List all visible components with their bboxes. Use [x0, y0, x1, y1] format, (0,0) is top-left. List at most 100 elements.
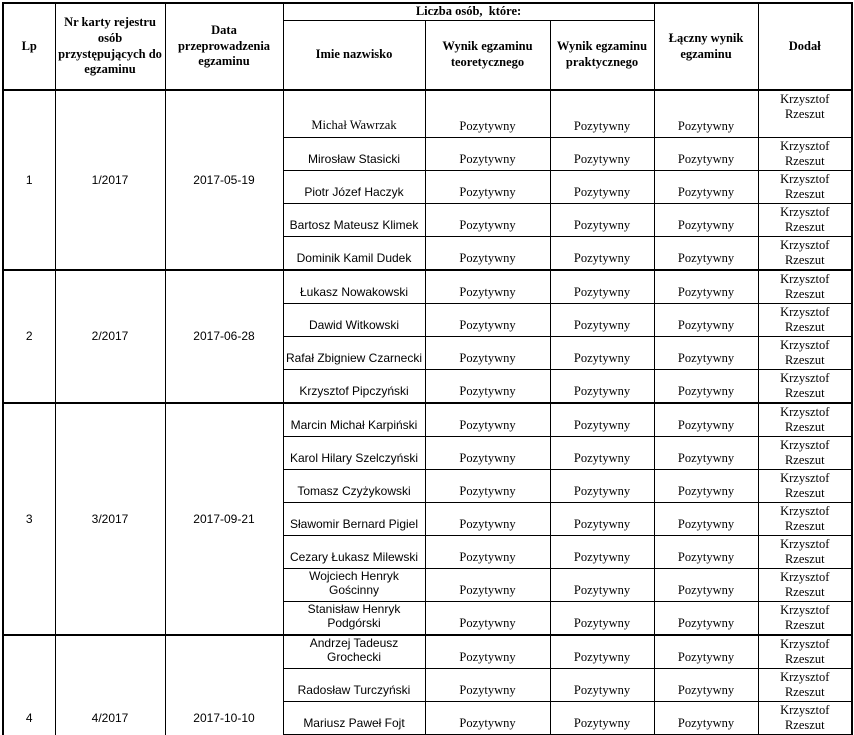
card-number-cell: 1/2017 — [54, 89, 166, 270]
table-row: Mirosław Stasicki Pozytywny Pozytywny Pozyt… — [3, 136, 853, 171]
theory-result-cell: Pozytywny — [424, 700, 551, 735]
practical-result-cell: Pozytywny — [549, 501, 655, 536]
overall-result-cell: Pozytywny — [653, 268, 759, 304]
col-header-practical-result: Wynik egzaminu praktycznego — [549, 19, 655, 91]
table-row: Dawid Witkowski Pozytywny Pozytywny Pozytyw… — [3, 302, 853, 337]
name-cell: Stanisław Henryk Podgórski — [282, 600, 426, 635]
theory-result-cell: Pozytywny — [424, 534, 551, 569]
name-cell: Piotr Józef Haczyk — [282, 169, 426, 204]
practical-result-cell: Pozytywny — [549, 633, 655, 669]
added-by-cell: Krzysztof Rzeszut — [757, 235, 853, 270]
practical-result-cell: Pozytywny — [549, 335, 655, 370]
added-by-cell: Krzysztof Rzeszut — [757, 302, 853, 337]
table-row: Sławomir Bernard Pigiel Pozytywny Pozytywn… — [3, 501, 853, 536]
table-row: Radosław Turczyński Pozytywny Pozytywny Poz… — [3, 667, 853, 702]
added-by-cell: Krzysztof Rzeszut — [757, 534, 853, 569]
name-cell: Mariusz Paweł Fojt — [282, 700, 426, 735]
lp-cell: 1 — [2, 89, 56, 270]
name-cell: Bartosz Mateusz Klimek — [282, 202, 426, 237]
name-cell: Wojciech Henryk Gościnny — [282, 567, 426, 602]
added-by-cell: Krzysztof Rzeszut — [757, 169, 853, 204]
col-header-overall-result: Łączny wynik egzaminu — [653, 2, 759, 91]
practical-result-cell: Pozytywny — [549, 600, 655, 635]
overall-result-cell: Pozytywny — [653, 435, 759, 470]
theory-result-cell: Pozytywny — [424, 435, 551, 470]
overall-result-cell: Pozytywny — [653, 136, 759, 171]
added-by-cell: Krzysztof Rzeszut — [757, 335, 853, 370]
name-cell: Cezary Łukasz Milewski — [282, 534, 426, 569]
overall-result-cell: Pozytywny — [653, 600, 759, 635]
overall-result-cell: Pozytywny — [653, 368, 759, 403]
table-row: 1 1/2017 2017-05-19 Michał Wawrzak Pozytywny… — [2, 89, 853, 270]
col-header-lp: Lp — [2, 2, 56, 91]
overall-result-cell: Pozytywny — [653, 202, 759, 237]
added-by-cell: Krzysztof Rzeszut — [757, 368, 853, 403]
theory-result-cell: Pozytywny — [424, 600, 551, 635]
practical-result-cell: Pozytywny — [549, 136, 655, 171]
overall-result-cell: Pozytywny — [653, 89, 759, 138]
practical-result-cell: Pozytywny — [549, 368, 655, 403]
table-header: Lp Nr karty rejestru osób przystępującyc… — [2, 2, 853, 91]
name-cell: Mirosław Stasicki — [282, 136, 426, 171]
table-body: 1 1/2017 2017-05-19 Michał Wawrzak Pozytywny… — [2, 89, 853, 735]
table-row: 4 4/2017 2017-10-10 Andrzej Tadeusz Grochec… — [2, 633, 853, 735]
card-number-cell: 3/2017 — [54, 401, 166, 635]
practical-result-cell: Pozytywny — [549, 700, 655, 735]
name-cell: Łukasz Nowakowski — [282, 268, 426, 304]
practical-result-cell: Pozytywny — [549, 268, 655, 304]
overall-result-cell: Pozytywny — [653, 169, 759, 204]
practical-result-cell: Pozytywny — [549, 202, 655, 237]
theory-result-cell: Pozytywny — [424, 667, 551, 702]
theory-result-cell: Pozytywny — [424, 202, 551, 237]
added-by-cell: Krzysztof Rzeszut — [757, 89, 853, 138]
overall-result-cell: Pozytywny — [653, 700, 759, 735]
theory-result-cell: Pozytywny — [424, 368, 551, 403]
overall-result-cell: Pozytywny — [653, 667, 759, 702]
overall-result-cell: Pozytywny — [653, 501, 759, 536]
table-row: Bartosz Mateusz Klimek Pozytywny Pozytywny… — [3, 202, 853, 237]
name-cell: Radosław Turczyński — [282, 667, 426, 702]
overall-result-cell: Pozytywny — [653, 235, 759, 270]
added-by-cell: Krzysztof Rzeszut — [757, 202, 853, 237]
overall-result-cell: Pozytywny — [653, 567, 759, 602]
name-cell: Dominik Kamil Dudek — [282, 235, 426, 270]
card-number-cell: 2/2017 — [54, 268, 166, 403]
practical-result-cell: Pozytywny — [549, 302, 655, 337]
table-row: Stanisław Henryk Podgórski Pozytywny Pozyt… — [3, 600, 853, 635]
lp-cell: 3 — [2, 401, 56, 635]
name-cell: Rafał Zbigniew Czarnecki — [282, 335, 426, 370]
col-header-added-by: Dodał — [757, 2, 853, 91]
theory-result-cell: Pozytywny — [424, 468, 551, 503]
theory-result-cell: Pozytywny — [424, 235, 551, 270]
theory-result-cell: Pozytywny — [424, 633, 551, 669]
theory-result-cell: Pozytywny — [424, 501, 551, 536]
table-row: Karol Hilary Szelczyński Pozytywny Pozytyw… — [3, 435, 853, 470]
practical-result-cell: Pozytywny — [549, 235, 655, 270]
name-cell: Karol Hilary Szelczyński — [282, 435, 426, 470]
name-cell: Sławomir Bernard Pigiel — [282, 501, 426, 536]
col-header-card-number: Nr karty rejestru osób przystępujących d… — [54, 2, 166, 91]
theory-result-cell: Pozytywny — [424, 169, 551, 204]
overall-result-cell: Pozytywny — [653, 534, 759, 569]
practical-result-cell: Pozytywny — [549, 567, 655, 602]
exam-date-cell: 2017-10-10 — [164, 633, 284, 735]
overall-result-cell: Pozytywny — [653, 401, 759, 437]
name-cell: Tomasz Czyżykowski — [282, 468, 426, 503]
table-row: Rafał Zbigniew Czarnecki Pozytywny Pozytyw… — [3, 335, 853, 370]
added-by-cell: Krzysztof Rzeszut — [757, 567, 853, 602]
card-number-cell: 4/2017 — [54, 633, 166, 735]
overall-result-cell: Pozytywny — [653, 468, 759, 503]
lp-cell: 4 — [2, 633, 56, 735]
practical-result-cell: Pozytywny — [549, 667, 655, 702]
col-header-exam-date: Data przeprowadzenia egzaminu — [164, 2, 284, 91]
added-by-cell: Krzysztof Rzeszut — [757, 667, 853, 702]
added-by-cell: Krzysztof Rzeszut — [757, 633, 853, 669]
practical-result-cell: Pozytywny — [549, 89, 655, 138]
exam-date-cell: 2017-09-21 — [164, 401, 284, 635]
added-by-cell: Krzysztof Rzeszut — [757, 600, 853, 635]
added-by-cell: Krzysztof Rzeszut — [757, 401, 853, 437]
name-cell: Marcin Michał Karpiński — [282, 401, 426, 437]
theory-result-cell: Pozytywny — [424, 268, 551, 304]
theory-result-cell: Pozytywny — [424, 567, 551, 602]
